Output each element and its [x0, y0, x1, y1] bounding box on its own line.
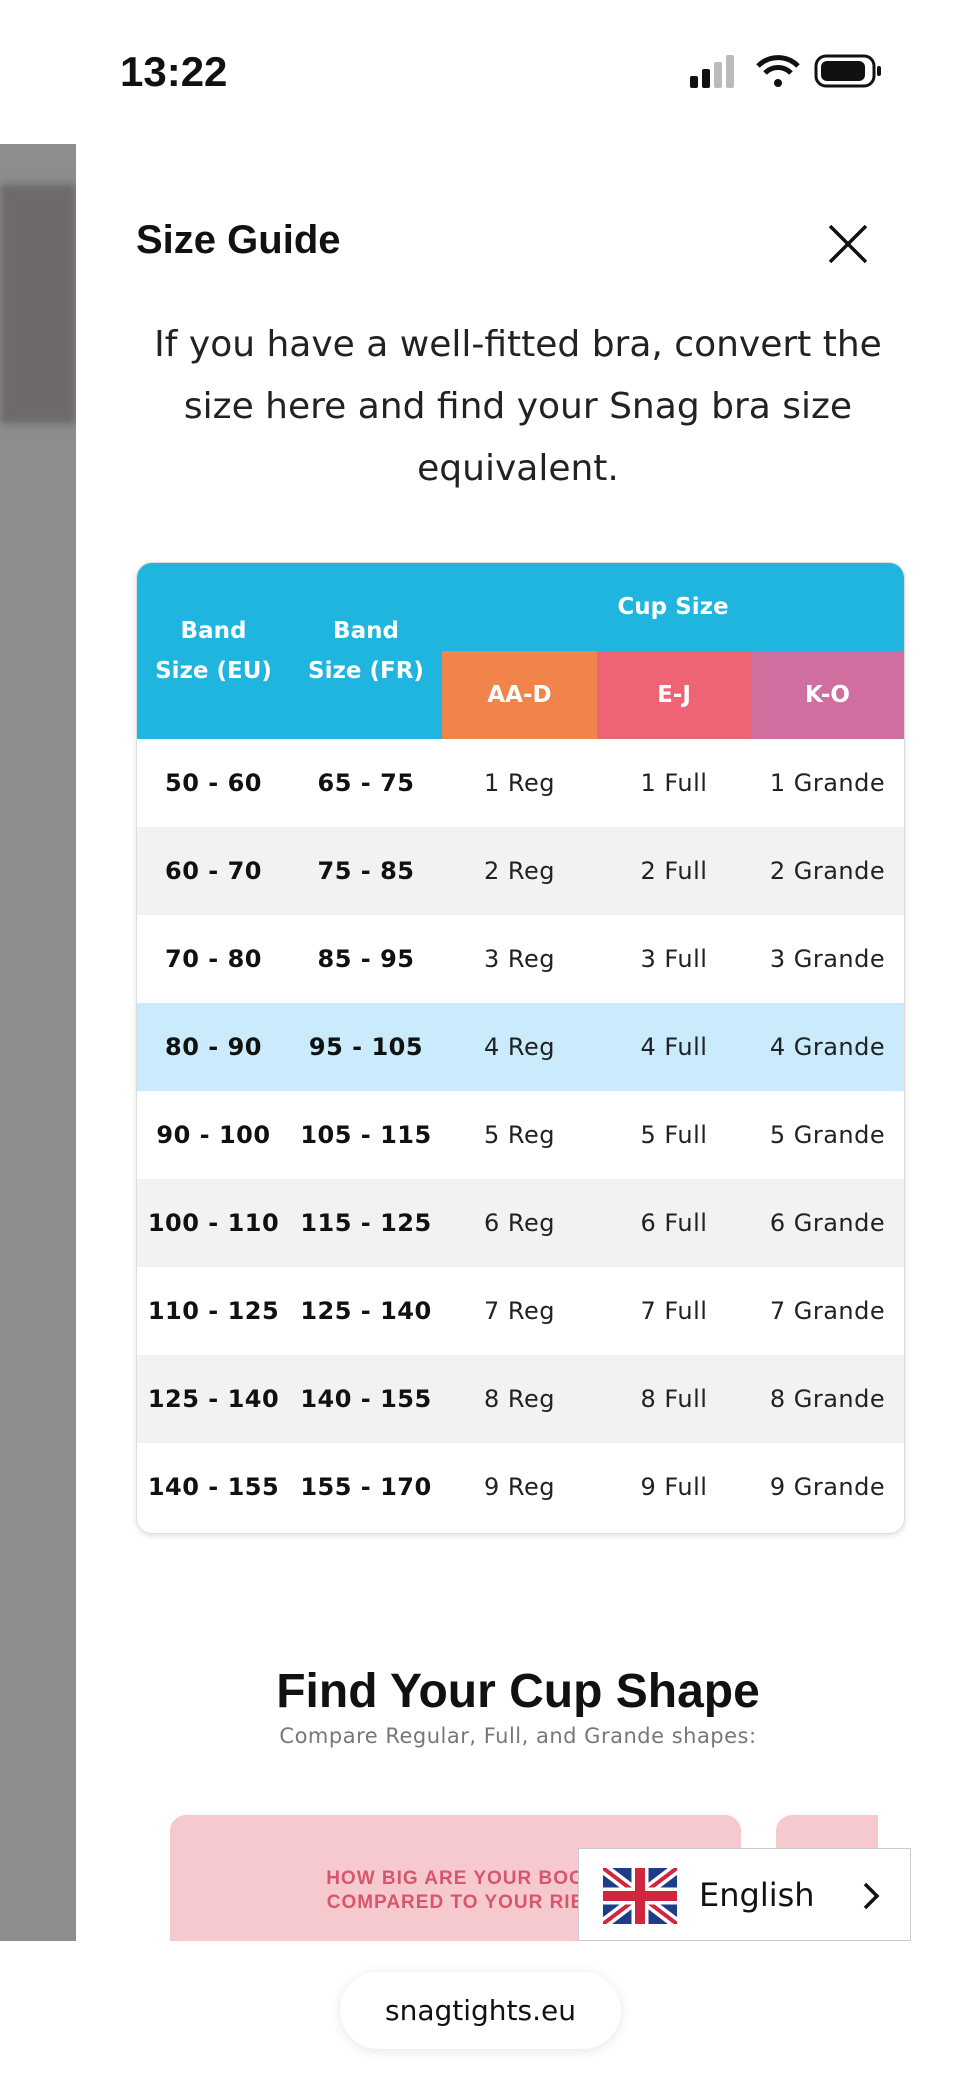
- table-cell: 85 - 95: [317, 945, 415, 973]
- cup-column-header: K-O: [751, 651, 904, 739]
- table-cell: 5 Grande: [769, 1121, 886, 1149]
- table-cell: 50 - 60: [165, 769, 262, 797]
- chevron: [863, 1882, 880, 1910]
- table-cell: 125 - 140: [147, 1385, 280, 1413]
- table-cell: 6 Reg: [484, 1209, 555, 1237]
- table-cell: 3 Grande: [769, 945, 886, 973]
- backdrop-image: [0, 184, 76, 424]
- table-row: [137, 1003, 904, 1091]
- table-cell: 140 - 155: [147, 1473, 280, 1501]
- cup-header: Cup Size: [617, 594, 729, 620]
- table-row: [137, 915, 904, 1003]
- banner-line: COMPARED TO YOUR RIE: [326, 1892, 585, 1913]
- table-cell: 4 Grande: [769, 1033, 886, 1061]
- table-cell: 2 Full: [640, 857, 708, 885]
- band-header: Band Size (FR): [308, 618, 424, 684]
- table-row: [137, 1267, 904, 1355]
- table-cell: 70 - 80: [165, 945, 262, 973]
- modal-title: Size Guide: [136, 218, 341, 262]
- table-cell: 9 Full: [640, 1473, 708, 1501]
- banner-line: HOW BIG ARE YOUR BOO: [326, 1868, 585, 1889]
- browser-bar: snagtights.eu: [0, 1941, 960, 2081]
- table-cell: 4 Full: [640, 1033, 708, 1061]
- table-cell: 60 - 70: [165, 857, 262, 885]
- table-row: [137, 1355, 904, 1443]
- banner-text: HOW BIG ARE YOUR BOO COMPARED TO YOUR RIE: [170, 1867, 741, 1915]
- table-cell: 9 Grande: [769, 1473, 886, 1501]
- cup-column-header: E-J: [597, 651, 751, 739]
- intro-line: equivalent.: [417, 448, 619, 489]
- modal: Size Guide If you have a well-fitted bra…: [76, 144, 960, 1941]
- intro: If you have a well-fitted bra, convert t…: [136, 326, 900, 500]
- table-cell: 90 - 100: [156, 1121, 271, 1149]
- size-table: Band Size (EU) Band Size (FR) Cup Size AA-D…: [136, 562, 905, 1534]
- table-cell: 1 Reg: [484, 769, 555, 797]
- table-cell: 125 - 140: [300, 1297, 432, 1325]
- language-selector[interactable]: English: [578, 1848, 911, 1941]
- table-cell: 5 Reg: [484, 1121, 555, 1149]
- uk-flag: [603, 1868, 677, 1924]
- table-cell: 110 - 125: [147, 1297, 280, 1325]
- status-bar: 13:22: [0, 0, 960, 144]
- table-cell: 8 Full: [640, 1385, 708, 1413]
- table-cell: 3 Full: [640, 945, 708, 973]
- table-row: [137, 827, 904, 915]
- table-cell: 155 - 170: [300, 1473, 432, 1501]
- table-row: [137, 1179, 904, 1267]
- table-cell: 1 Full: [640, 769, 708, 797]
- table-cell: 5 Full: [640, 1121, 708, 1149]
- table-cell: 2 Grande: [769, 857, 886, 885]
- table-row: [137, 1443, 904, 1531]
- language-label: English: [699, 1876, 815, 1914]
- table-cell: 7 Reg: [484, 1297, 555, 1325]
- table-cell: 115 - 125: [300, 1209, 432, 1237]
- table-cell: 8 Reg: [484, 1385, 555, 1413]
- table-cell: 75 - 85: [317, 857, 415, 885]
- table-cell: 7 Grande: [769, 1297, 886, 1325]
- table-cell: 3 Reg: [484, 945, 555, 973]
- table-cell: 6 Grande: [769, 1209, 886, 1237]
- table-cell: 4 Reg: [484, 1033, 555, 1061]
- table-cell: 7 Full: [640, 1297, 708, 1325]
- table-cell: 2 Reg: [484, 857, 555, 885]
- table-row: [137, 739, 904, 827]
- table-cell: 80 - 90: [165, 1033, 262, 1061]
- close-button[interactable]: [826, 222, 870, 266]
- table-cell: 9 Reg: [484, 1473, 555, 1501]
- band-header: Band Size (EU): [155, 618, 272, 684]
- table-cell: 105 - 115: [300, 1121, 432, 1149]
- table-cell: 65 - 75: [317, 769, 415, 797]
- table-row: [137, 1091, 904, 1179]
- table-cell: 6 Full: [640, 1209, 708, 1237]
- intro-line: If you have a well-fitted bra, convert t…: [154, 326, 882, 365]
- table-cell: 1 Grande: [769, 769, 886, 797]
- table-cell: 140 - 155: [300, 1385, 432, 1413]
- status-icons: [690, 54, 881, 88]
- intro-line: size here and find your Snag bra size: [183, 386, 853, 427]
- status-time: 13:22: [120, 48, 228, 95]
- table-cell: 95 - 105: [308, 1033, 424, 1061]
- intro-clip: If you have a well-fitted bra, convert t…: [76, 326, 960, 646]
- backdrop-page: [0, 144, 76, 1941]
- section-subtitle: Compare Regular, Full, and Grande shapes…: [279, 1724, 757, 1748]
- section-title: Find Your Cup Shape: [276, 1665, 760, 1718]
- table-cell: 100 - 110: [147, 1209, 280, 1237]
- cup-column-header: AA-D: [442, 651, 597, 739]
- table-cell: 8 Grande: [769, 1385, 886, 1413]
- url-pill[interactable]: snagtights.eu: [340, 1972, 621, 2049]
